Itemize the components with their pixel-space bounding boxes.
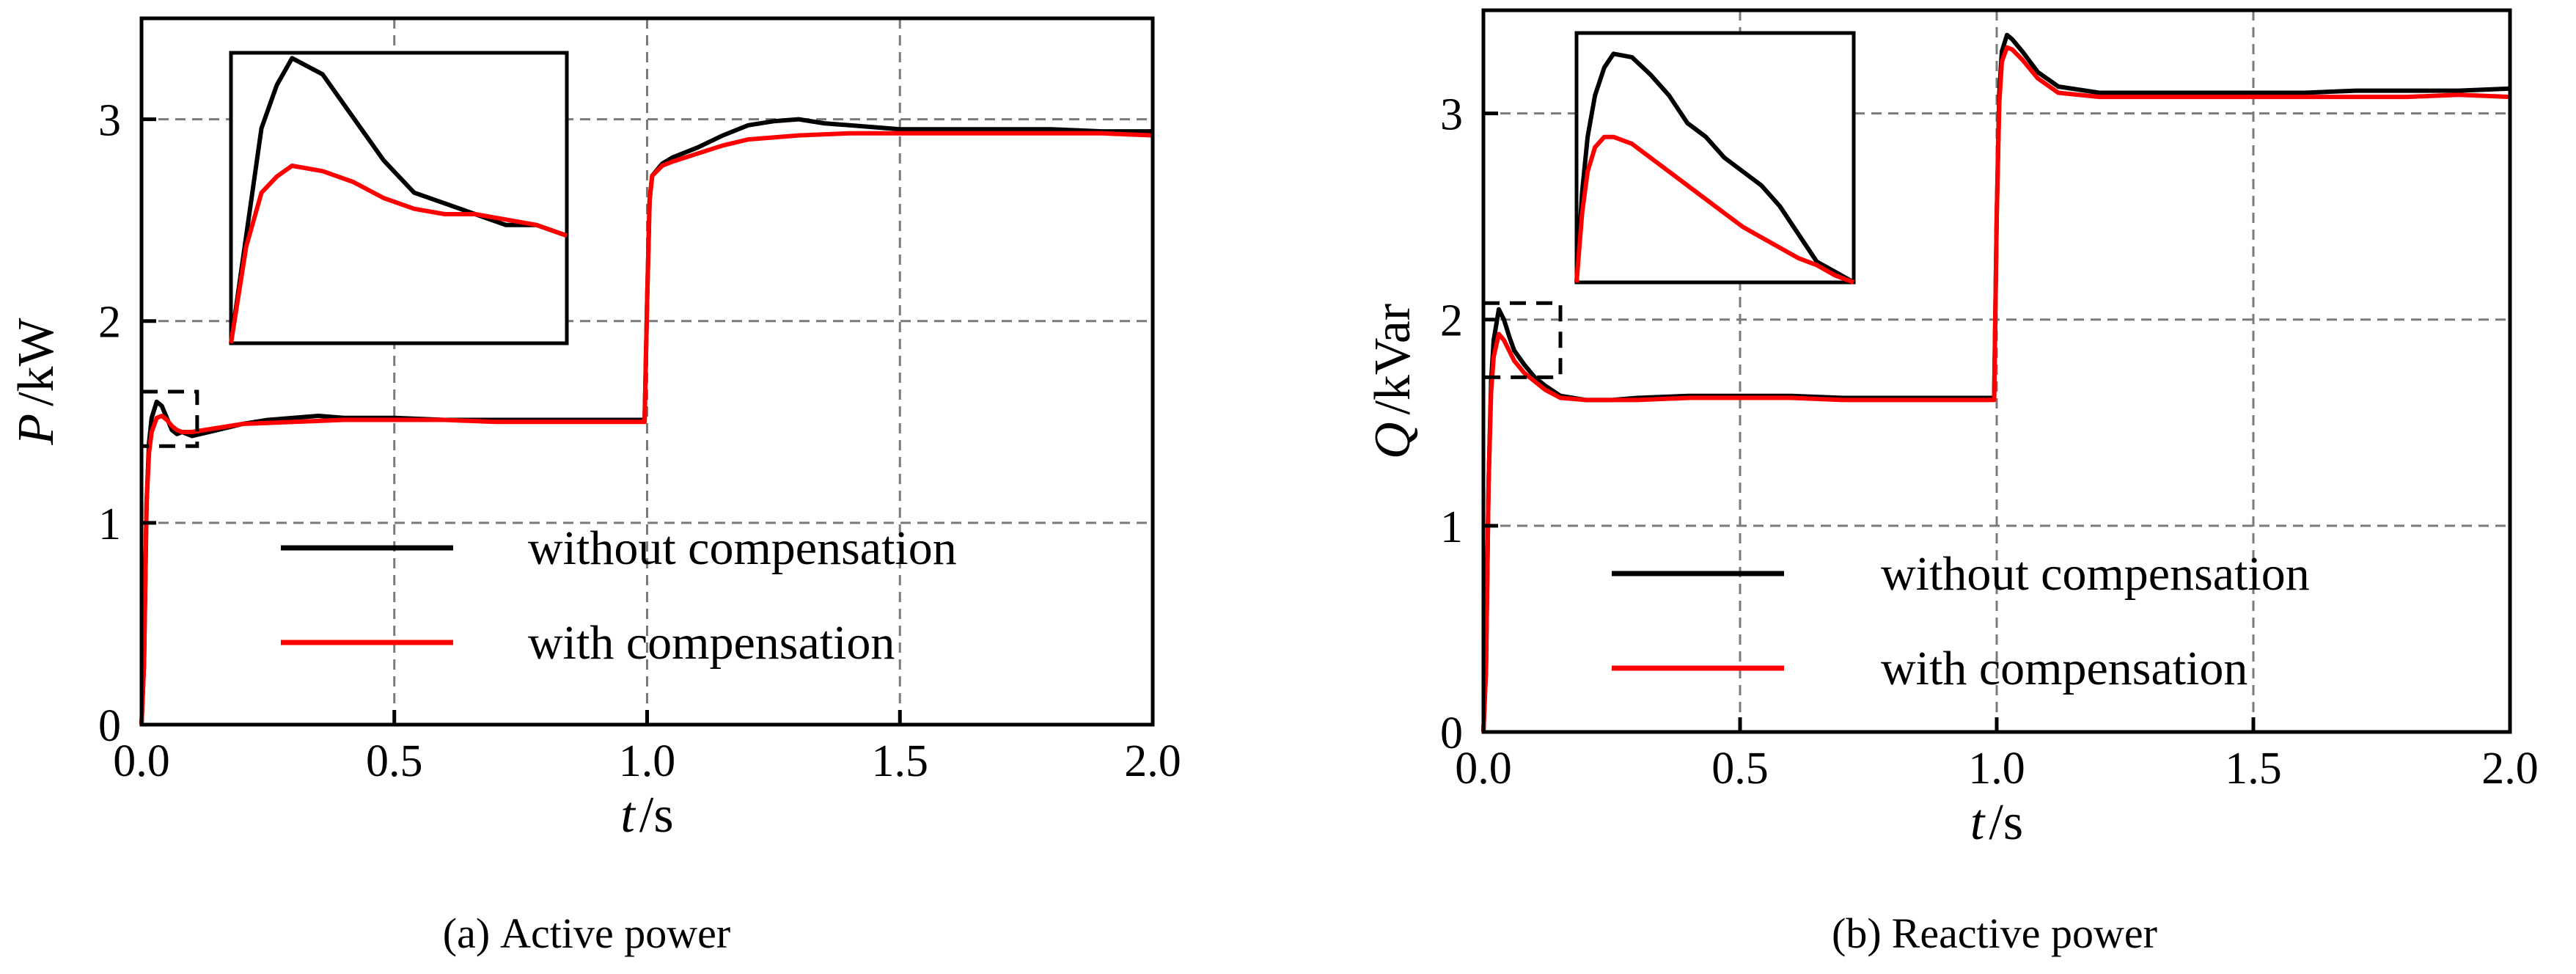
x-axis-unit: /s [639,787,674,843]
x-tick-label: 1.5 [872,736,929,786]
panel-b: 0.0 0.5 1.0 1.5 2.0 0 1 2 3 without compensation… [1365,8,2539,957]
y-axis-unit: /kW [8,318,65,406]
zoom-region-box [1481,301,1563,379]
x-tick-label: 2.0 [1124,736,1181,786]
ticks: 0.0 0.5 1.0 1.5 2.0 0 1 2 3 [1440,90,2539,794]
y-tick-label: 0 [1440,708,1463,758]
caption-text: Reactive power [1892,909,2157,957]
x-tick-label: 0.0 [1455,744,1512,794]
x-tick-label: 1.0 [1968,744,2025,794]
inset-line-without-compensation [1574,51,1855,285]
inset-line-with-compensation [1574,134,1855,285]
series-line-with-compensation [1481,45,2511,733]
y-axis-label: P/kW [8,318,65,445]
x-axis-label: t/s [1970,794,2023,851]
series-line-with-compensation [139,131,1153,725]
y-tick-label: 2 [98,298,121,348]
caption: (a) Active power [443,909,730,957]
legend-label-without: without compensation [528,521,957,575]
inset-frame [229,51,569,345]
caption-letter: (a) [443,909,490,957]
inset [1574,31,1856,285]
y-tick-label: 1 [98,499,121,549]
series-group [1481,32,2511,733]
caption-letter: (b) [1832,909,1882,957]
legend-label-with: with compensation [528,616,895,670]
zoom-region-box [139,389,199,448]
y-tick-label: 2 [1440,296,1463,346]
y-axis-label: Q/kVar [1365,304,1421,459]
legend: without compensation with compensation [1612,547,2310,695]
x-axis-label: t/s [620,787,673,843]
y-axis-variable: P [8,414,65,446]
y-tick-label: 3 [98,96,121,146]
x-tick-label: 0.0 [113,736,170,786]
series-group [139,117,1153,725]
inset-line-without-compensation [229,56,568,344]
x-tick-label: 0.5 [366,736,423,786]
caption: (b) Reactive power [1832,909,2157,957]
legend-label-with: with compensation [1881,642,2247,695]
x-tick-label: 1.5 [2225,744,2282,794]
caption-text: Active power [500,909,730,957]
legend: without compensation with compensation [281,521,957,670]
y-axis-variable: Q [1365,422,1421,460]
ticks: 0.0 0.5 1.0 1.5 2.0 0 1 2 3 [98,96,1181,786]
y-tick-label: 3 [1440,90,1463,140]
x-axis-variable: t [1970,794,1986,851]
x-axis-variable: t [620,787,636,843]
y-tick-label: 1 [1440,502,1463,552]
inset-frame [1574,31,1856,285]
y-axis-unit: /kVar [1365,304,1421,415]
x-tick-label: 2.0 [2481,744,2539,794]
inset-line-with-compensation [229,164,568,344]
x-tick-label: 1.0 [619,736,676,786]
y-tick-label: 0 [98,701,121,751]
legend-label-without: without compensation [1881,547,2310,601]
x-axis-unit: /s [1989,794,2023,851]
panel-a: 0.0 0.5 1.0 1.5 2.0 0 1 2 3 without compensation… [8,16,1181,957]
inset [229,51,569,345]
x-tick-label: 0.5 [1711,744,1769,794]
